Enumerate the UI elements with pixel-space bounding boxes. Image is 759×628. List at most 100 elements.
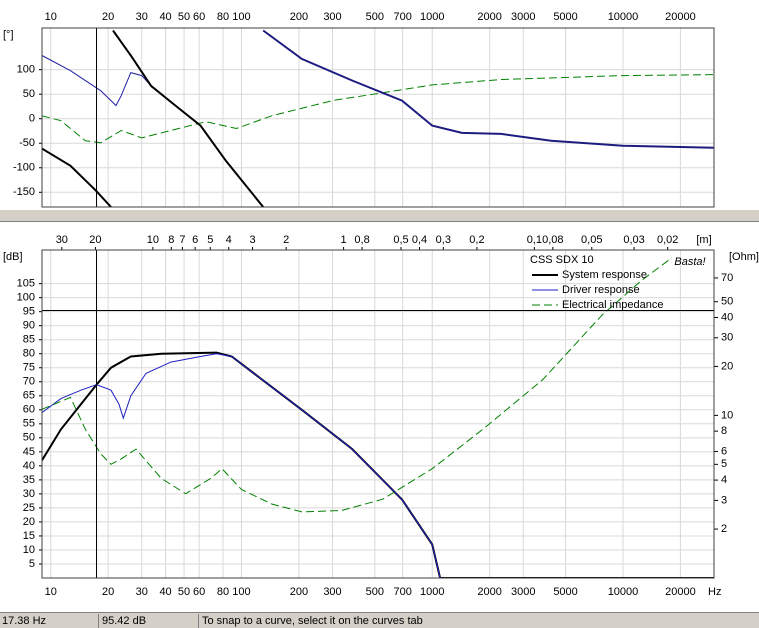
- y-tick-label: 65: [23, 390, 35, 402]
- x2-tick-label: 7: [179, 234, 185, 246]
- legend-label: Driver response: [562, 284, 640, 296]
- x2-tick-label: 5: [207, 234, 213, 246]
- y-tick-label: 100: [17, 64, 35, 76]
- x2-tick-label: 0,1: [527, 234, 542, 246]
- y-tick-label: 70: [23, 376, 35, 388]
- curve: [42, 353, 714, 578]
- plot-area: [42, 28, 714, 207]
- x2-unit: [m]: [696, 234, 711, 246]
- x-tick-label: 3000: [511, 586, 535, 598]
- x-tick-label: 700: [394, 11, 412, 23]
- y-tick-label: 50: [23, 432, 35, 444]
- x-tick-label: 20000: [665, 586, 696, 598]
- x-tick-label: 10000: [608, 586, 639, 598]
- x2-tick-label: 0,4: [412, 234, 427, 246]
- x-unit: Hz: [708, 586, 721, 598]
- y2-tick-label: 5: [721, 458, 727, 470]
- y-tick-label: 25: [23, 502, 35, 514]
- x-tick-label: 10000: [608, 11, 639, 23]
- curve: [42, 29, 264, 207]
- y-tick-label: -150: [13, 186, 35, 198]
- x-tick-label: 1000: [420, 586, 444, 598]
- x2-tick-label: 20: [89, 234, 101, 246]
- x-tick-label: 20000: [665, 11, 696, 23]
- x-tick-label: 200: [290, 586, 308, 598]
- x2-tick-label: 3: [250, 234, 256, 246]
- x2-tick-label: 0,05: [581, 234, 602, 246]
- x2-tick-label: 6: [192, 234, 198, 246]
- x-tick-label: 60: [193, 586, 205, 598]
- x-tick-label: 200: [290, 11, 308, 23]
- y2-tick-label: 50: [721, 296, 733, 308]
- y-tick-label: 90: [23, 320, 35, 332]
- y-tick-label: 30: [23, 488, 35, 500]
- y-tick-label: 95: [23, 306, 35, 318]
- x2-tick-label: 8: [168, 234, 174, 246]
- x-tick-label: 40: [159, 586, 171, 598]
- x-tick-label: 2000: [477, 11, 501, 23]
- y-tick-label: 10: [23, 544, 35, 556]
- x-tick-label: 10: [45, 11, 57, 23]
- legend-title: CSS SDX 10: [530, 254, 594, 266]
- watermark: Basta!: [674, 256, 705, 268]
- curves: [42, 29, 714, 207]
- legend-label: System response: [562, 269, 647, 281]
- y-unit: [dB]: [3, 251, 23, 263]
- y2-tick-label: 20: [721, 360, 733, 372]
- x-tick-label: 100: [232, 11, 250, 23]
- y2-tick-label: 2: [721, 523, 727, 535]
- curve: [42, 257, 672, 513]
- x2-tick-label: 0,3: [436, 234, 451, 246]
- curve: [262, 29, 714, 149]
- plot-frame: [41, 27, 715, 208]
- x2-tick-label: 0,5: [393, 234, 408, 246]
- x-tick-label: 60: [193, 11, 205, 23]
- y-tick-label: 50: [23, 88, 35, 100]
- x2-tick-label: 30: [56, 234, 68, 246]
- y-tick-label: 80: [23, 348, 35, 360]
- x-tick-label: 40: [159, 11, 171, 23]
- y-tick-label: 105: [17, 278, 35, 290]
- x-tick-label: 1000: [420, 11, 444, 23]
- x-tick-label: 80: [217, 586, 229, 598]
- x-tick-label: 30: [136, 586, 148, 598]
- x2-tick-label: 0,02: [657, 234, 678, 246]
- y2-tick-label: 40: [721, 311, 733, 323]
- y-tick-label: -100: [13, 162, 35, 174]
- legend-label: Electrical impedance: [562, 299, 664, 311]
- y2-tick-label: 8: [721, 425, 727, 437]
- plot-frame: [41, 249, 715, 579]
- y2-tick-label: 10: [721, 409, 733, 421]
- x2-tick-label: 0,03: [623, 234, 644, 246]
- x-tick-label: 700: [394, 586, 412, 598]
- x-tick-label: 300: [323, 586, 341, 598]
- x-tick-label: 500: [366, 11, 384, 23]
- y-tick-label: -50: [19, 137, 35, 149]
- x2-tick-label: 4: [226, 234, 232, 246]
- x-tick-label: 10: [45, 586, 57, 598]
- x-tick-label: 300: [323, 11, 341, 23]
- y-tick-label: 5: [29, 558, 35, 570]
- status-frequency: 17.38 Hz: [2, 615, 46, 627]
- x-tick-label: 80: [217, 11, 229, 23]
- x2-tick-label: 0,8: [354, 234, 369, 246]
- curves: [42, 257, 714, 578]
- y-tick-label: 40: [23, 460, 35, 472]
- y2-tick-label: 30: [721, 332, 733, 344]
- y-tick-label: 100: [17, 292, 35, 304]
- x-tick-label: 30: [136, 11, 148, 23]
- x-tick-label: 5000: [553, 11, 577, 23]
- curve: [42, 74, 714, 144]
- status-level: 95.42 dB: [102, 615, 146, 627]
- y2-tick-label: 4: [721, 474, 727, 486]
- x2-tick-label: 10: [147, 234, 159, 246]
- x-tick-label: 50: [178, 11, 190, 23]
- y-tick-label: 0: [29, 113, 35, 125]
- x2-tick-label: 1: [341, 234, 347, 246]
- status-bar: [0, 612, 759, 628]
- x-tick-label: 20: [102, 586, 114, 598]
- x-tick-label: 20: [102, 11, 114, 23]
- x-tick-label: 3000: [511, 11, 535, 23]
- splitter[interactable]: [0, 209, 759, 222]
